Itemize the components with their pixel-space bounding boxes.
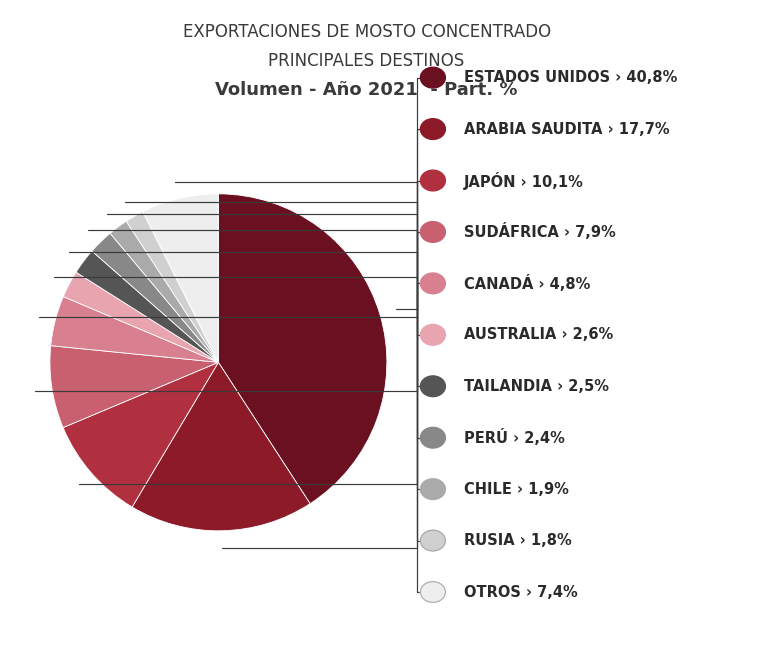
Text: RUSIA › 1,8%: RUSIA › 1,8% [464, 533, 572, 548]
Text: AUSTRALIA › 2,6%: AUSTRALIA › 2,6% [464, 327, 613, 342]
Wedge shape [76, 251, 218, 362]
Wedge shape [92, 234, 218, 362]
Text: PERÚ › 2,4%: PERÚ › 2,4% [464, 429, 565, 446]
Wedge shape [132, 362, 310, 531]
Text: Volumen - Año 2021  - Part. %: Volumen - Año 2021 - Part. % [215, 81, 518, 99]
Wedge shape [50, 345, 218, 428]
Text: ARABIA SAUDITA › 17,7%: ARABIA SAUDITA › 17,7% [464, 122, 670, 137]
Text: TAILANDIA › 2,5%: TAILANDIA › 2,5% [464, 378, 609, 394]
Text: EXPORTACIONES DE MOSTO CONCENTRADO: EXPORTACIONES DE MOSTO CONCENTRADO [183, 23, 551, 41]
Wedge shape [110, 221, 218, 362]
Text: JAPÓN › 10,1%: JAPÓN › 10,1% [464, 171, 584, 190]
Wedge shape [143, 194, 218, 362]
Wedge shape [126, 212, 218, 362]
Wedge shape [218, 194, 387, 503]
Text: SUDÁFRICA › 7,9%: SUDÁFRICA › 7,9% [464, 223, 616, 241]
Text: CHILE › 1,9%: CHILE › 1,9% [464, 481, 569, 497]
Text: ESTADOS UNIDOS › 40,8%: ESTADOS UNIDOS › 40,8% [464, 70, 678, 85]
Wedge shape [63, 362, 218, 507]
Text: CANADÁ › 4,8%: CANADÁ › 4,8% [464, 275, 590, 292]
Wedge shape [51, 296, 218, 362]
Text: OTROS › 7,4%: OTROS › 7,4% [464, 584, 578, 600]
Wedge shape [63, 272, 218, 362]
Text: PRINCIPALES DESTINOS: PRINCIPALES DESTINOS [268, 52, 465, 70]
